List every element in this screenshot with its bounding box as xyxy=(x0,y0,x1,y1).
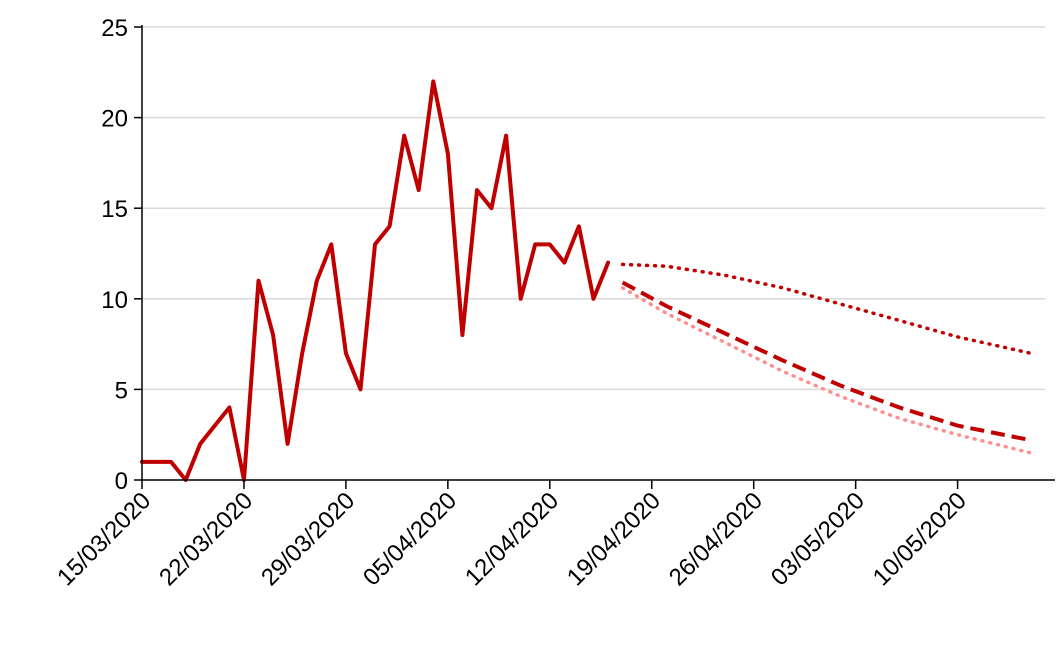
y-tick-label: 5 xyxy=(115,377,128,404)
series-line-1 xyxy=(140,79,611,482)
x-tick-label: 12/04/2020 xyxy=(460,487,564,591)
y-tick-label: 25 xyxy=(101,15,128,42)
x-tick-label: 10/05/2020 xyxy=(868,487,972,591)
x-tick-label: 29/03/2020 xyxy=(256,487,360,591)
axes xyxy=(141,25,1055,481)
series-line-3 xyxy=(621,280,1031,443)
x-tick-labels: 15/03/202022/03/202029/03/202005/04/2020… xyxy=(52,480,972,591)
series-line-2 xyxy=(620,262,1033,355)
y-tick-label: 10 xyxy=(101,287,128,314)
x-tick-label: 19/04/2020 xyxy=(562,487,666,591)
y-tick-label: 15 xyxy=(101,196,128,223)
x-tick-label: 26/04/2020 xyxy=(664,487,768,591)
series-layer xyxy=(140,79,1033,482)
y-tick-label: 0 xyxy=(115,468,128,495)
x-tick-label: 03/05/2020 xyxy=(766,487,870,591)
y-tick-label: 20 xyxy=(101,106,128,133)
x-tick-label: 05/04/2020 xyxy=(358,487,462,591)
grid-lines xyxy=(142,26,1045,391)
x-tick-label: 22/03/2020 xyxy=(154,487,258,591)
x-tick-label: 15/03/2020 xyxy=(52,487,156,591)
y-tick-labels: 0 5 10 15 20 25 xyxy=(101,15,142,495)
